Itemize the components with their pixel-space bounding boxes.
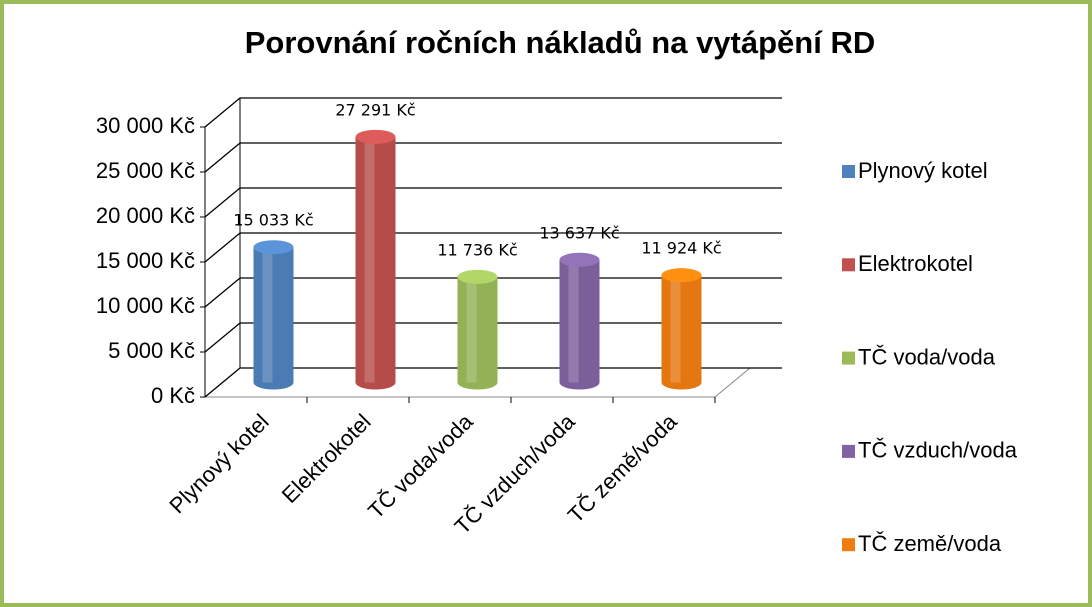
bar [253, 247, 294, 390]
value-label: 11 924 Kč [641, 239, 721, 258]
bar-top [559, 252, 600, 267]
bar-shade [568, 259, 579, 383]
bar-shade [364, 136, 375, 383]
legend-swatch [842, 538, 855, 552]
grid-line [204, 277, 782, 308]
cylinder [355, 129, 396, 390]
legend-label: Plynový kotel [858, 158, 988, 183]
legend-label: TČ vzduch/voda [858, 438, 1018, 463]
bar-shade [262, 247, 273, 383]
legend-swatch [842, 351, 855, 365]
y-tick-label: 5 000 Kč [108, 338, 195, 363]
bar [355, 136, 396, 390]
cylinder [457, 269, 498, 390]
value-label: 11 736 Kč [437, 240, 517, 259]
value-label: 13 637 Kč [539, 223, 619, 242]
grid-line [204, 367, 782, 398]
y-tick-label: 0 Kč [151, 383, 195, 408]
y-tick-label: 20 000 Kč [96, 203, 195, 228]
bar-top [661, 268, 702, 283]
cylinder [253, 240, 294, 390]
y-tick-label: 25 000 Kč [96, 158, 195, 183]
grid-line [204, 232, 782, 263]
bar [457, 276, 498, 390]
grid-line [204, 142, 782, 173]
bar-shade [670, 275, 681, 383]
legend-label: TČ země/voda [858, 531, 1002, 556]
bar-shade [466, 276, 477, 383]
bar [661, 275, 702, 390]
bar [559, 259, 600, 390]
grid-line [204, 97, 782, 128]
bar-top [457, 269, 498, 284]
chart-title: Porovnání ročních nákladů na vytápění RD [245, 25, 875, 60]
y-tick-label: 15 000 Kč [96, 248, 195, 273]
y-tick-label: 10 000 Kč [96, 293, 195, 318]
grid-line [204, 322, 782, 353]
cylinder [559, 252, 600, 390]
legend-label: Elektrokotel [858, 251, 973, 276]
grid-line [204, 187, 782, 218]
value-label: 27 291 Kč [335, 100, 415, 119]
legend-swatch [842, 258, 855, 272]
value-label: 15 033 Kč [233, 211, 313, 230]
legend-swatch [842, 165, 855, 178]
cylinder [661, 268, 702, 390]
bar-top [253, 240, 294, 255]
legend-label: TČ voda/voda [858, 344, 996, 369]
legend-swatch [842, 444, 855, 458]
bar-top [355, 129, 396, 144]
y-tick-label: 30 000 Kč [96, 113, 195, 138]
